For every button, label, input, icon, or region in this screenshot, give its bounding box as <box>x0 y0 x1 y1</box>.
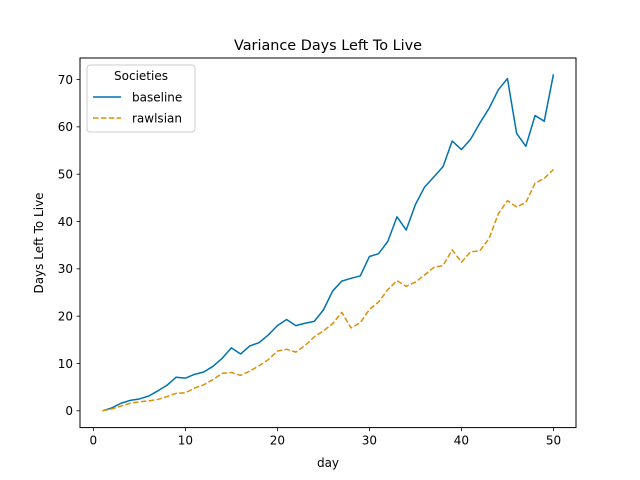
x-tick-label: 0 <box>90 434 98 448</box>
series-line-baseline <box>102 74 555 412</box>
legend-label-baseline: baseline <box>132 91 182 105</box>
x-tick-label: 10 <box>178 434 193 448</box>
y-tick-label: 0 <box>65 404 73 418</box>
x-axis: 0 10 20 30 40 50 <box>90 427 561 448</box>
legend-label-rawlsian: rawlsian <box>132 112 182 126</box>
y-tick-label: 60 <box>58 120 73 134</box>
x-tick-label: 20 <box>270 434 285 448</box>
y-tick-label: 50 <box>58 167 73 181</box>
x-tick-label: 30 <box>362 434 377 448</box>
x-tick-label: 40 <box>454 434 469 448</box>
y-axis: 0 10 20 30 40 50 60 70 <box>58 73 80 418</box>
plot-frame <box>79 57 577 429</box>
legend-title: Societies <box>114 69 168 83</box>
chart-title: Variance Days Left To Live <box>234 38 422 54</box>
series-line-rawlsian <box>102 168 554 412</box>
legend-box <box>86 64 196 133</box>
x-tick-label: 50 <box>546 434 561 448</box>
plot-series <box>102 74 555 412</box>
y-tick-label: 30 <box>58 262 73 276</box>
legend: Societies baseline rawlsian <box>86 64 196 133</box>
y-axis-label: Days Left To Live <box>32 192 46 293</box>
y-tick-label: 10 <box>58 357 73 371</box>
x-axis-label: day <box>317 456 339 470</box>
y-tick-label: 20 <box>58 309 73 323</box>
y-tick-label: 70 <box>58 73 73 87</box>
y-tick-label: 40 <box>58 215 73 229</box>
